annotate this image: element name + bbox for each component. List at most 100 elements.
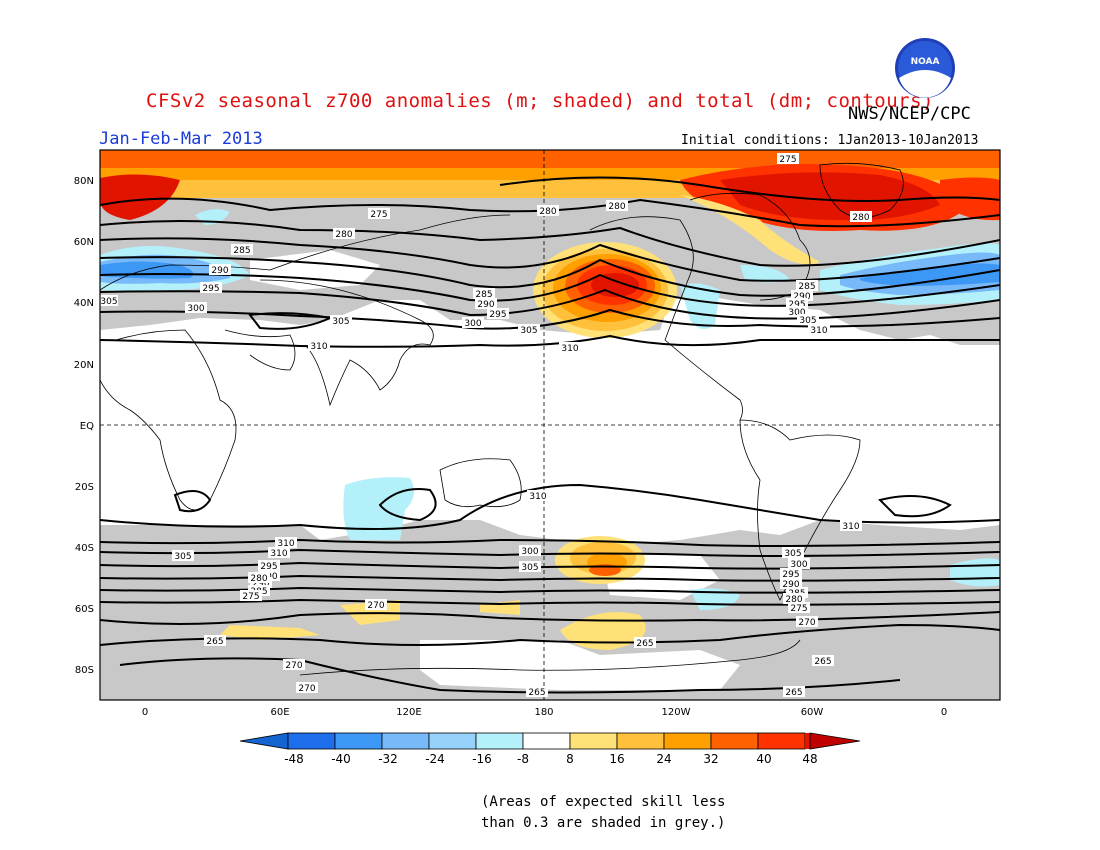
contour-label-text: 310 xyxy=(277,539,294,549)
contour-label-text: 305 xyxy=(784,549,801,559)
contour-label: 295 xyxy=(200,282,222,294)
lon-label: 180 xyxy=(534,707,553,718)
colorbar-label: 8 xyxy=(566,752,574,766)
contour-label-text: 310 xyxy=(810,326,827,336)
colorbar-label: -24 xyxy=(425,752,445,766)
contour-label: 280 xyxy=(333,228,355,240)
contour-label-text: 265 xyxy=(814,657,831,667)
map-title: CFSv2 seasonal z700 anomalies (m; shaded… xyxy=(146,90,934,112)
contour-label-text: 290 xyxy=(252,579,269,589)
contour-label: 295 xyxy=(258,560,280,572)
contour-label-text: 295 xyxy=(788,300,805,310)
contour-label-text: 285 xyxy=(475,290,492,300)
contour-label-text: 280 xyxy=(539,207,556,217)
colorbar-cell xyxy=(757,732,806,750)
contour-label-text: 270 xyxy=(798,618,815,628)
lat-label: EQ xyxy=(80,421,94,432)
colorbar: -48 -40 -32 -24 -16 -8 8 16 24 32 40 48 xyxy=(239,732,861,766)
lat-label: 40S xyxy=(75,543,94,554)
contour-label-text: 290 xyxy=(477,300,494,310)
contour-label: 265 xyxy=(526,686,548,698)
contour-label-text: 300 xyxy=(187,304,204,314)
skill-note-line2: than 0.3 are shaded in grey.) xyxy=(481,815,726,831)
contour-label: 275 xyxy=(777,153,799,165)
noaa-logo: NOAA xyxy=(895,38,955,98)
contour-label: 290 xyxy=(791,290,813,302)
initial-conditions-label: Initial conditions: 1Jan2013-10Jan2013 xyxy=(681,133,979,148)
contour-label-text: 290 xyxy=(782,580,799,590)
contour-label: 285 xyxy=(473,288,495,300)
lat-label: 40N xyxy=(74,298,94,309)
contour-label-text: 280 xyxy=(852,213,869,223)
contour-label: 275 xyxy=(788,602,810,614)
colorbar-cell xyxy=(710,732,759,750)
contour-label-text: 305 xyxy=(521,563,538,573)
contour-label: 270 xyxy=(283,659,305,671)
colorbar-right-arrow xyxy=(809,732,861,750)
contour-label-text: 280 xyxy=(608,202,625,212)
contour-label-text: 300 xyxy=(521,547,538,557)
positive-anomaly-arctic xyxy=(100,150,1000,265)
contour-label-text: 295 xyxy=(202,284,219,294)
noaa-logo-text: NOAA xyxy=(911,57,940,67)
contour-label: 305 xyxy=(100,295,118,307)
contour-label: 305 xyxy=(519,561,541,573)
skill-note: (Areas of expected skill less than 0.3 a… xyxy=(481,792,725,834)
contour-label: 280 xyxy=(850,211,872,223)
colorbar-label: -8 xyxy=(517,752,529,766)
contour-label: 310 xyxy=(308,340,330,352)
colorbar-cell xyxy=(287,732,336,750)
colorbar-label: 32 xyxy=(703,752,718,766)
latitude-axis: 80N 60N 40N 20N EQ 20S 40S 60S 80S xyxy=(74,176,94,676)
lon-label: 0 xyxy=(941,707,947,718)
contour-label: 265 xyxy=(634,637,656,649)
contour-label: 300 xyxy=(786,306,808,318)
contour-label: 300 xyxy=(185,302,207,314)
map-content: 275 275 280 280 280 280 285 290 295 300 … xyxy=(100,150,1000,700)
lon-label: 60E xyxy=(270,707,289,718)
reference-lines xyxy=(100,150,1000,700)
map-frame xyxy=(99,149,1001,701)
contour-label-text: 300 xyxy=(464,319,481,329)
lon-label: 120W xyxy=(662,707,691,718)
lat-label: 80S xyxy=(75,665,94,676)
contour-label-text: 265 xyxy=(785,688,802,698)
colorbar-cell xyxy=(428,732,477,750)
contour-label-group: 275 275 280 280 280 280 285 290 295 300 … xyxy=(100,153,872,698)
contour-label-text: 290 xyxy=(211,266,228,276)
colorbar-label: 48 xyxy=(802,752,817,766)
contour-label-text: 310 xyxy=(842,522,859,532)
contour-label-text: 300 xyxy=(788,308,805,318)
contour-label-text: 270 xyxy=(298,684,315,694)
contour-label-text: 275 xyxy=(790,604,807,614)
contour-label-text: 295 xyxy=(260,562,277,572)
contour-label: 310 xyxy=(527,490,549,502)
contour-label: 285 xyxy=(231,244,253,256)
contour-label: 310 xyxy=(808,324,830,336)
contour-label-text: 265 xyxy=(636,639,653,649)
contour-label: 295 xyxy=(780,568,802,580)
contour-label: 290 xyxy=(475,298,497,310)
contour-label-text: 310 xyxy=(310,342,327,352)
colorbar-cell xyxy=(522,732,571,750)
contour-label: 280 xyxy=(783,593,805,605)
contour-label: 275 xyxy=(368,208,390,220)
contour-label: 290 xyxy=(780,578,802,590)
colorbar-cell xyxy=(616,732,665,750)
contour-label: 270 xyxy=(365,599,387,611)
colorbar-label: -40 xyxy=(331,752,351,766)
colorbar-label: 24 xyxy=(656,752,671,766)
lat-label: 60N xyxy=(74,237,94,248)
contour-label-text: 265 xyxy=(528,688,545,698)
contour-label: 290 xyxy=(209,264,231,276)
skill-note-line1: (Areas of expected skill less xyxy=(481,794,726,810)
colorbar-label: -48 xyxy=(284,752,304,766)
contour-label-text: 265 xyxy=(206,637,223,647)
contour-label: 310 xyxy=(559,342,581,354)
lat-label: 80N xyxy=(74,176,94,187)
contour-label: 305 xyxy=(797,314,819,326)
colorbar-cell xyxy=(475,732,524,750)
contour-label: 310 xyxy=(840,520,862,532)
contour-label: 265 xyxy=(204,635,226,647)
